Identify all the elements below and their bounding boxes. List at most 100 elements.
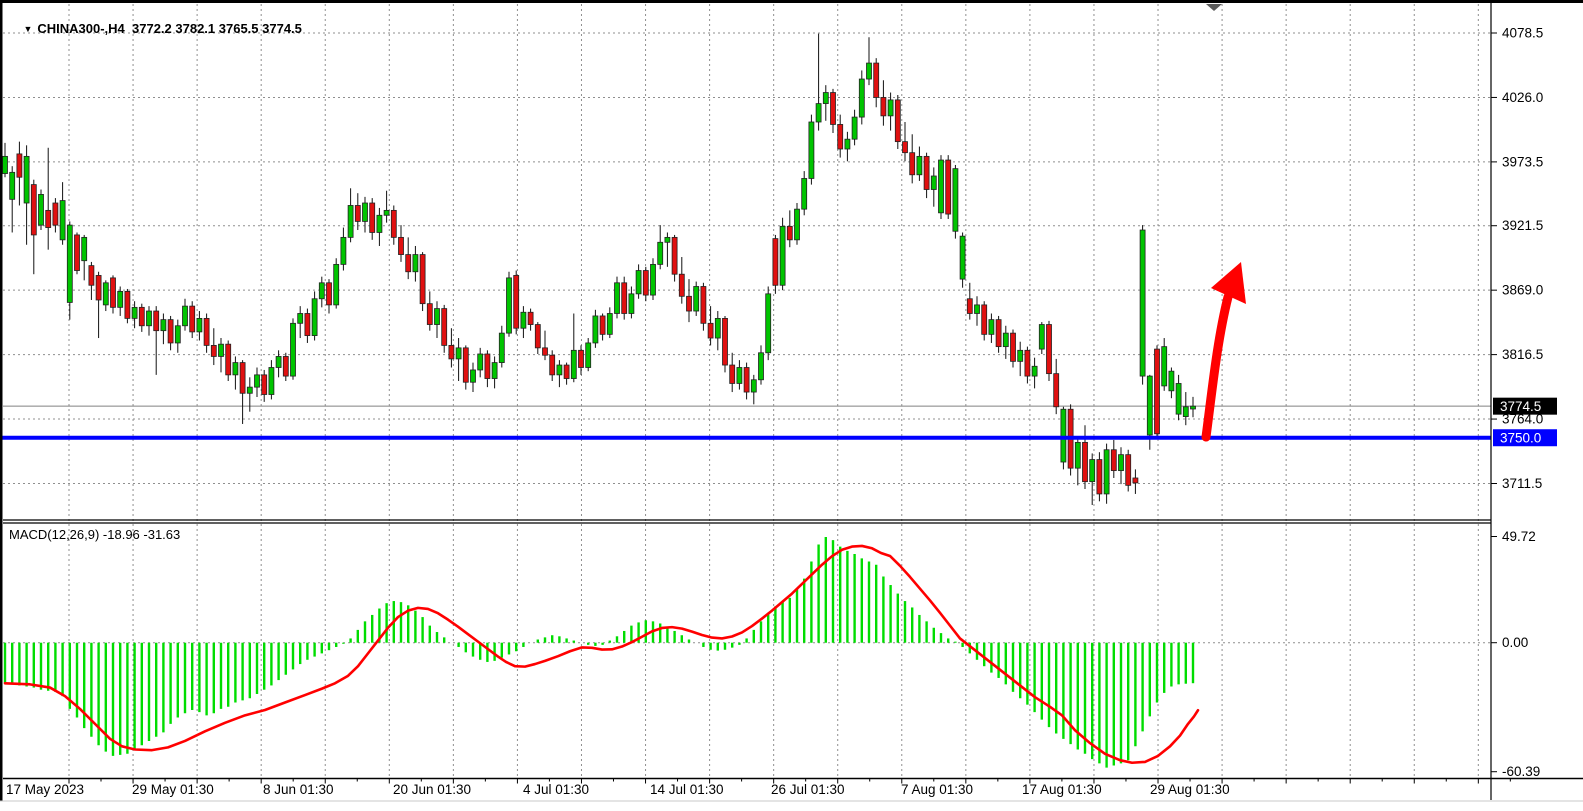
candle-bull [254,374,260,388]
price-axis-label[interactable]: 4026.0 [1502,90,1543,105]
date-axis-label[interactable]: 20 Jun 01:30 [393,782,471,797]
date-axis-label[interactable]: 29 May 01:30 [132,782,214,797]
candle-bear [304,313,311,336]
candle-bear [153,310,160,332]
candle-bull [268,367,275,395]
grid-layer [3,4,1491,779]
candle-bear [138,306,145,327]
price-axis-label[interactable]: 3816.5 [1502,347,1543,362]
candle-bull [2,155,8,174]
candle-bear [74,234,80,271]
date-axis-label[interactable]: 7 Aug 01:30 [901,782,973,797]
candle-bull [1182,406,1189,418]
candle-bear [909,152,916,176]
candle-bear [1046,324,1052,375]
candle-bull [650,263,656,296]
arrow-shaft [1201,292,1233,442]
price-axis-label[interactable]: 3973.5 [1502,154,1543,169]
candle-bear [873,62,880,98]
candle-bull [887,99,894,117]
candle-bear [686,295,692,312]
candle-bull [1139,229,1146,377]
candle-bull [318,282,325,300]
candle-bull [434,308,440,325]
candle-bull [592,315,599,344]
candle-bear [95,275,102,301]
candle-bear [1110,449,1117,472]
candle-bull [858,78,865,118]
price-axis-label[interactable]: 3921.5 [1502,218,1543,233]
candle-bull [1060,408,1067,463]
candle-bull [38,194,44,226]
price-axis-label[interactable]: 3869.0 [1502,283,1543,298]
date-axis-label[interactable]: 26 Jul 01:30 [771,782,845,797]
candle-bear [1010,332,1016,362]
candle-bull [196,317,203,333]
price-axis-label[interactable]: 3764.0 [1502,412,1543,427]
candle-bull [614,282,620,314]
candle-bear [830,92,836,125]
candle-bear [210,345,217,357]
date-axis-label[interactable]: 17 May 2023 [6,782,84,797]
candle-bear [563,364,570,379]
candle-bull [815,103,822,123]
candle-bear [527,311,534,325]
candle-bull [750,379,757,393]
symbol-marker-icon[interactable]: ▼ [23,24,33,34]
candle-bull [246,386,253,394]
current-price-badge-text: 3774.5 [1500,399,1541,414]
candle-bear [261,374,268,395]
candle-bull [1175,383,1182,415]
candle-bull [362,202,368,222]
candle-bear [671,236,678,275]
candle-bear [923,155,930,190]
candle-bull [347,205,354,238]
candles-layer [2,33,1196,505]
candle-bear [1053,373,1060,408]
candle-bull [556,364,563,376]
candle-bear [599,315,606,335]
candle-bull [930,175,937,190]
candle-bull [333,263,340,306]
candle-bull [765,293,772,354]
candle-bull [59,200,66,241]
candle-bull [81,236,88,262]
date-axis-label[interactable]: 17 Aug 01:30 [1022,782,1102,797]
candle-bull [376,214,383,233]
current-price-badge: 3774.5 [1493,397,1557,415]
candle-bear [621,282,628,314]
candle-bull [1074,441,1081,469]
chart-title-text: CHINA300-,H4 3772.2 3782.1 3765.5 3774.5 [37,21,302,36]
up-arrow-annotation[interactable] [1201,262,1246,442]
candle-bull [477,353,484,371]
candle-bear [729,364,736,384]
candle-bear [448,345,455,360]
candle-bull [736,367,743,384]
date-axis-label[interactable]: 29 Aug 01:30 [1150,782,1230,797]
candle-bull [1002,332,1009,348]
candle-bull [491,362,498,379]
candle-bear [722,317,728,366]
price-axis-label[interactable]: 4078.5 [1502,26,1543,41]
macd-signal-line [3,544,1200,765]
chart-title: ▼ CHINA300-,H4 3772.2 3782.1 3765.5 3774.… [9,6,302,51]
candle-bear [405,254,412,273]
candle-bear [426,303,433,325]
date-axis-label[interactable]: 4 Jul 01:30 [523,782,589,797]
date-axis-label[interactable]: 14 Jul 01:30 [650,782,724,797]
candle-bull [218,343,224,357]
candle-bear [203,317,210,346]
candle-bear [45,209,52,228]
candle-bear [534,324,541,349]
candle-bear [282,356,289,377]
macd-axis-label[interactable]: 49.72 [1502,529,1536,544]
candle-bull [916,155,923,176]
macd-axis-label[interactable]: -60.39 [1502,764,1540,779]
price-axis-label[interactable]: 3711.5 [1502,476,1542,491]
candle-bear [786,225,793,241]
macd-axis-label[interactable]: 0.00 [1502,635,1528,650]
date-axis-label[interactable]: 8 Jun 01:30 [263,782,334,797]
chart-shift-marker-icon[interactable] [1206,4,1222,11]
